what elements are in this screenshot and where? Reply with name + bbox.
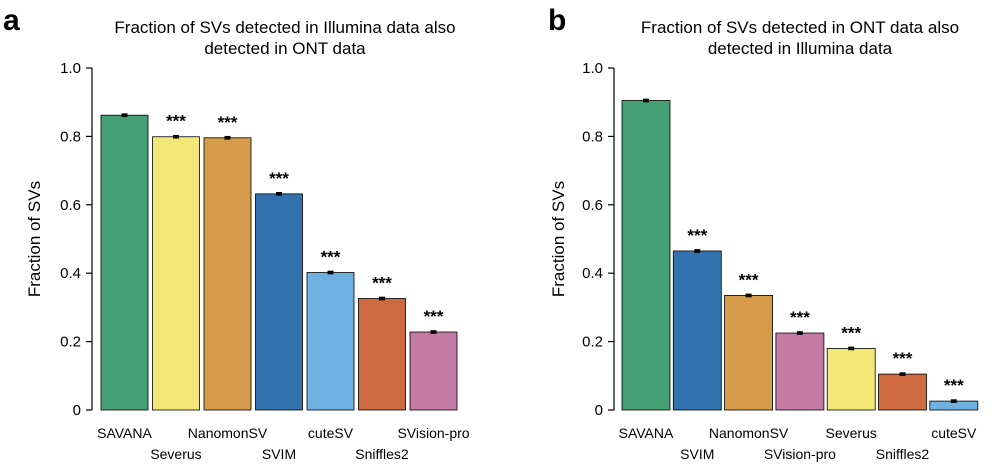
y-axis-label: Fraction of SVs	[549, 181, 568, 297]
y-tick-label: 0	[73, 402, 81, 419]
category-label: Sniffles2	[355, 446, 409, 462]
chart-panel-a: a Fraction of SVs detected in Illumina da…	[3, 4, 470, 462]
y-tick-label: 0.2	[60, 334, 81, 351]
significance-label: ***	[218, 113, 238, 132]
bar-severus	[152, 136, 200, 411]
category-label: Sniffles2	[876, 446, 930, 462]
bar-severus	[826, 348, 876, 411]
category-label: NanomonSV	[188, 425, 268, 441]
bar-sniffles2	[878, 373, 927, 411]
y-axis-label: Fraction of SVs	[25, 181, 44, 297]
y-tick-label: 0.8	[60, 128, 81, 145]
significance-label: ***	[893, 349, 913, 368]
significance-label: ***	[424, 307, 444, 326]
significance-label: ***	[269, 169, 289, 188]
bar-svim	[255, 193, 303, 411]
y-tick-label: 0	[595, 402, 603, 419]
significance-label: ***	[790, 308, 810, 327]
significance-label: ***	[321, 248, 341, 267]
significance-label: ***	[372, 274, 392, 293]
category-label: SAVANA	[97, 425, 152, 441]
y-tick-label: 0.4	[582, 265, 603, 282]
y-tick-label: 0.2	[582, 334, 603, 351]
chart-title-line: detected in Illumina data	[708, 39, 893, 58]
category-label: SAVANA	[619, 425, 674, 441]
category-label: NanomonSV	[709, 425, 789, 441]
chart-title-line: Fraction of SVs detected in Illumina dat…	[114, 18, 455, 37]
y-tick-label: 1.0	[60, 60, 81, 77]
y-tick-label: 0.8	[582, 128, 603, 145]
category-label: SVision-pro	[764, 446, 836, 462]
y-tick-label: 0.6	[582, 197, 603, 214]
category-label: Severus	[826, 425, 877, 441]
bar-nanomonsv	[203, 137, 252, 411]
significance-label: ***	[841, 323, 861, 342]
bar-sniffles2	[358, 298, 406, 411]
significance-label: ***	[944, 376, 964, 395]
bar-svim	[672, 250, 722, 411]
significance-label: ***	[739, 270, 759, 289]
chart-title-line: detected in ONT data	[204, 39, 366, 58]
bar-cutesv	[306, 272, 355, 411]
significance-label: ***	[166, 112, 186, 131]
bar-nanomonsv	[724, 295, 773, 411]
bar-savana	[621, 100, 671, 411]
category-label: SVision-pro	[397, 425, 469, 441]
y-tick-label: 0.4	[60, 265, 81, 282]
category-label: SVIM	[680, 446, 714, 462]
significance-label: ***	[687, 226, 707, 245]
panel-letter: b	[548, 4, 566, 37]
chart-panel-b: b Fraction of SVs detected in ONT data al…	[548, 4, 979, 462]
y-tick-label: 1.0	[582, 60, 603, 77]
category-label: cuteSV	[308, 425, 354, 441]
bar-svision-pro	[775, 332, 825, 411]
bar-svision-pro	[409, 331, 458, 411]
category-label: Severus	[150, 446, 201, 462]
category-label: SVIM	[262, 446, 296, 462]
y-tick-label: 0.6	[60, 197, 81, 214]
bar-savana	[100, 114, 149, 411]
category-label: cuteSV	[931, 425, 977, 441]
panel-letter: a	[3, 4, 20, 37]
chart-title-line: Fraction of SVs detected in ONT data als…	[641, 18, 959, 37]
